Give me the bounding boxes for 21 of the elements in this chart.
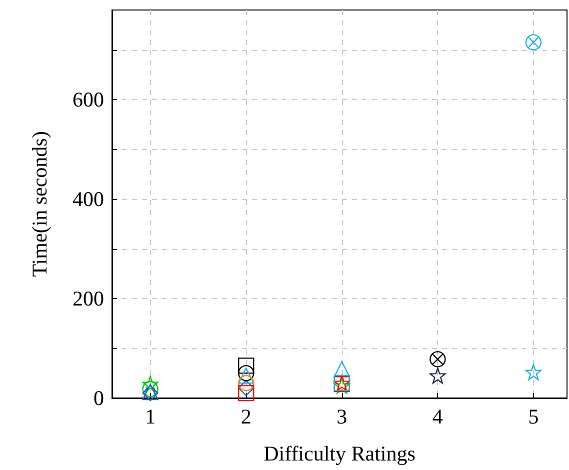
- x-tick-label: 2: [240, 404, 252, 428]
- point: [430, 368, 446, 384]
- x-tick-label: 4: [432, 404, 444, 428]
- x-tick-label: 1: [145, 404, 156, 428]
- x-axis-title: Difficulty Ratings: [264, 442, 416, 466]
- point: [238, 358, 254, 374]
- point: [525, 34, 542, 50]
- point: [525, 364, 542, 380]
- point: [142, 380, 158, 398]
- point: [238, 384, 254, 402]
- point: [430, 351, 446, 368]
- y-tick-label: 400: [72, 187, 104, 212]
- y-tick-label: 200: [72, 286, 104, 311]
- x-tick-label: 5: [528, 404, 539, 428]
- point: [238, 380, 254, 396]
- y-axis-title: Time(in seconds): [28, 131, 52, 277]
- y-tick-label: 0: [94, 386, 104, 410]
- point: [238, 374, 254, 392]
- point: [142, 376, 158, 392]
- x-tick-label: 3: [336, 404, 348, 428]
- y-tick-label: 600: [72, 88, 104, 112]
